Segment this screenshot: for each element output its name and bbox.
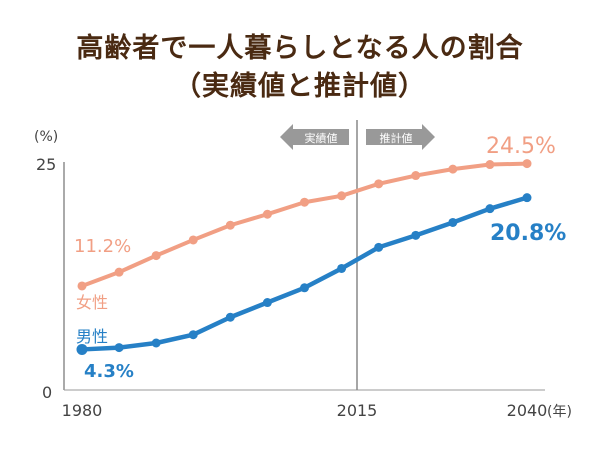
x-tick-2040: 2040 xyxy=(507,401,548,420)
male-point-1980 xyxy=(76,343,88,355)
female-point-2015 xyxy=(337,191,347,201)
male-point-1990 xyxy=(151,338,161,348)
chart-title: 高齢者で一人暮らしとなる人の割合 xyxy=(76,33,524,64)
y-tick-25: 25 xyxy=(36,155,56,174)
y-tick-0: 0 xyxy=(42,383,52,402)
female-point-1980 xyxy=(77,281,87,291)
male-point-2030 xyxy=(448,217,458,227)
x-tick-1980: 1980 xyxy=(62,401,103,420)
x-tick-2015: 2015 xyxy=(337,401,378,420)
actual-arrow: 実績値 xyxy=(280,124,349,150)
projected-label: 推計値 xyxy=(380,131,413,145)
male-point-1995 xyxy=(188,330,198,340)
female-point-2005 xyxy=(262,209,272,219)
female-point-2020 xyxy=(374,179,384,189)
male-point-2005 xyxy=(262,298,272,308)
male-series-line xyxy=(81,195,528,352)
male-point-2025 xyxy=(411,230,421,240)
male-start-label: 4.3% xyxy=(84,361,134,382)
female-name-label: 女性 xyxy=(76,293,108,312)
male-point-2000 xyxy=(225,312,235,322)
male-point-2040 xyxy=(522,193,532,203)
actual-label: 実績値 xyxy=(305,131,338,145)
projected-arrow: 推計値 xyxy=(366,124,435,150)
female-point-2040 xyxy=(522,159,532,169)
female-point-2035 xyxy=(485,160,495,170)
y-axis-label: (%) xyxy=(34,129,58,145)
female-point-1990 xyxy=(151,251,161,261)
female-point-2030 xyxy=(448,164,458,174)
female-point-1985 xyxy=(114,267,124,277)
female-point-2000 xyxy=(225,220,235,230)
x-unit-label: (年) xyxy=(547,404,572,420)
female-series-line xyxy=(81,161,528,288)
male-point-2015 xyxy=(337,263,347,273)
female-point-1995 xyxy=(188,235,198,245)
male-end-label: 20.8% xyxy=(490,221,566,246)
female-end-label: 24.5% xyxy=(486,134,556,159)
male-name-label: 男性 xyxy=(76,327,108,346)
female-point-2010 xyxy=(300,197,309,207)
chart-subtitle: （実績値と推計値） xyxy=(174,71,426,102)
male-point-2035 xyxy=(485,204,495,214)
female-start-label: 11.2% xyxy=(74,236,131,257)
female-point-2025 xyxy=(411,171,421,181)
male-point-2020 xyxy=(374,242,384,252)
male-point-2010 xyxy=(300,283,309,293)
male-point-1985 xyxy=(114,343,124,353)
